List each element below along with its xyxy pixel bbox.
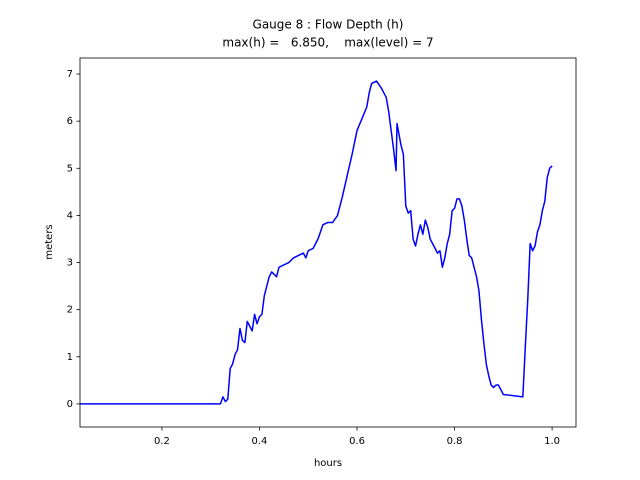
chart-subtitle: max(h) = 6.850, max(level) = 7 [222, 36, 433, 50]
plot-frame [79, 57, 577, 428]
y-tick-label: 3 [67, 258, 73, 269]
y-tick-label: 4 [67, 210, 73, 221]
x-tick-label: 0.4 [252, 436, 268, 447]
y-tick-label: 0 [67, 399, 73, 410]
x-tick-label: 0.2 [154, 436, 170, 447]
y-axis-label: meters [44, 224, 55, 259]
y-tick-label: 1 [67, 352, 73, 363]
chart-title: Gauge 8 : Flow Depth (h) [253, 18, 404, 32]
x-tick-label: 1.0 [544, 436, 560, 447]
x-axis-label: hours [314, 458, 342, 469]
data-line [80, 80, 553, 405]
y-tick-label: 6 [67, 116, 73, 127]
x-tick-label: 0.8 [447, 436, 463, 447]
y-tick-label: 5 [67, 163, 73, 174]
y-tick-label: 7 [67, 69, 73, 80]
y-tick-label: 2 [67, 305, 73, 316]
x-tick-label: 0.6 [349, 436, 365, 447]
